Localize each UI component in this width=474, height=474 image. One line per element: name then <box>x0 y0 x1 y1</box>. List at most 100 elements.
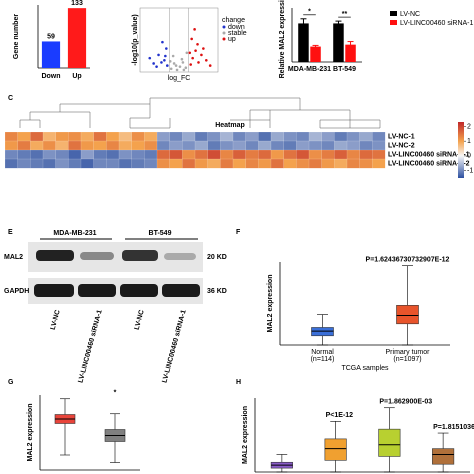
heatmap-cell <box>156 131 170 142</box>
heatmap-cell <box>372 140 386 151</box>
point <box>175 68 179 72</box>
point <box>171 54 175 58</box>
heatmap-cell <box>169 158 183 169</box>
heatmap-cell <box>55 149 69 160</box>
point <box>157 53 160 57</box>
lane-label: LV-NC <box>50 309 62 331</box>
heatmap-cell <box>144 149 158 160</box>
heatmap-cell <box>308 158 322 169</box>
heatmap-cell <box>372 131 386 142</box>
size-label: 20 KD <box>207 254 227 261</box>
heatmap-cell <box>42 149 56 160</box>
legend-swatch <box>390 20 397 25</box>
point <box>188 51 192 55</box>
heatmap-cell <box>131 149 145 160</box>
heatmap-cell <box>359 158 373 169</box>
heatmap-cell <box>207 140 221 151</box>
heatmap-cell <box>118 158 132 169</box>
point <box>164 54 167 58</box>
row-label: LV-LINC00460 siRNA-1-1 <box>388 151 470 158</box>
blot-band <box>78 284 116 297</box>
x-tick-label: MDA-MB-231 <box>288 66 331 73</box>
heatmap-cell <box>321 158 335 169</box>
value-label: 133 <box>71 0 83 7</box>
legend-label: stable <box>228 30 247 37</box>
heatmap-cell <box>270 158 284 169</box>
blot-band <box>120 284 158 297</box>
point <box>208 64 212 67</box>
heatmap-cell <box>346 158 360 169</box>
heatmap-cell <box>258 158 272 169</box>
heatmap-cell <box>4 131 18 142</box>
heatmap-cell <box>372 158 386 169</box>
heatmap-cell <box>182 158 196 169</box>
x-axis-label: TCGA samples <box>341 365 389 372</box>
box <box>324 438 347 461</box>
heatmap-cell <box>334 149 348 160</box>
heatmap-cell <box>55 140 69 151</box>
heatmap-cell <box>321 149 335 160</box>
legend-title: change <box>222 17 245 24</box>
heatmap-cell <box>182 149 196 160</box>
heatmap-cell <box>68 149 82 160</box>
heatmap-cell <box>68 131 82 142</box>
x-tick-label: Normal <box>311 349 334 356</box>
heatmap-cell <box>182 131 196 142</box>
point <box>165 47 168 50</box>
heatmap-cell <box>131 140 145 151</box>
cell-line-label: BT-549 <box>149 230 172 237</box>
y-axis-label: Relative MAL2 expression <box>279 0 286 78</box>
heatmap-cell <box>308 131 322 142</box>
point <box>200 53 203 57</box>
heatmap-cell <box>283 140 297 151</box>
heatmap-cell <box>270 140 284 151</box>
panel-letter: F <box>236 229 241 236</box>
point <box>180 57 184 61</box>
x-tick-sublabel: (n=114) <box>311 356 335 363</box>
heatmap-cell <box>232 131 246 142</box>
heatmap-cell <box>106 149 120 160</box>
heatmap-cell <box>283 131 297 142</box>
heatmap-cell <box>156 149 170 160</box>
heatmap-cell <box>144 158 158 169</box>
chart-title: Heatmap <box>215 122 245 129</box>
point <box>196 42 199 46</box>
row-label: LV-NC-1 <box>388 133 415 140</box>
y-axis-label: MAL2 expression <box>27 404 34 462</box>
heatmap-cell <box>245 131 259 142</box>
heatmap-cell <box>93 149 107 160</box>
heatmap-cell <box>42 131 56 142</box>
point <box>161 40 164 44</box>
heatmap-cell <box>232 149 246 160</box>
heatmap-cell <box>232 140 246 151</box>
heatmap-cell <box>118 140 132 151</box>
heatmap-cell <box>4 149 18 160</box>
heatmap-cell <box>30 149 44 160</box>
heatmap-cell <box>93 131 107 142</box>
point <box>205 58 208 62</box>
heatmap-cell <box>321 140 335 151</box>
point <box>197 61 200 64</box>
heatmap-cell <box>194 149 208 160</box>
heatmap-cell <box>194 131 208 142</box>
heatmap-cell <box>359 140 373 151</box>
colorbar-tick-label: -1 <box>467 167 473 174</box>
heatmap-cell <box>118 131 132 142</box>
point <box>178 65 182 68</box>
heatmap-cell <box>321 131 335 142</box>
heatmap-cell <box>80 149 94 160</box>
heatmap-cell <box>131 131 145 142</box>
point <box>152 62 155 65</box>
heatmap-cell <box>17 131 31 142</box>
heatmap-cell <box>359 149 373 160</box>
heatmap-cell <box>346 131 360 142</box>
heatmap-cell <box>258 140 272 151</box>
bar <box>67 8 87 68</box>
point <box>160 61 163 64</box>
heatmap-cell <box>118 149 132 160</box>
heatmap-cell <box>346 140 360 151</box>
p-value-label: P=1.81510362295967E-12 <box>433 424 474 431</box>
heatmap-cell <box>30 140 44 151</box>
blot-band <box>36 250 74 261</box>
